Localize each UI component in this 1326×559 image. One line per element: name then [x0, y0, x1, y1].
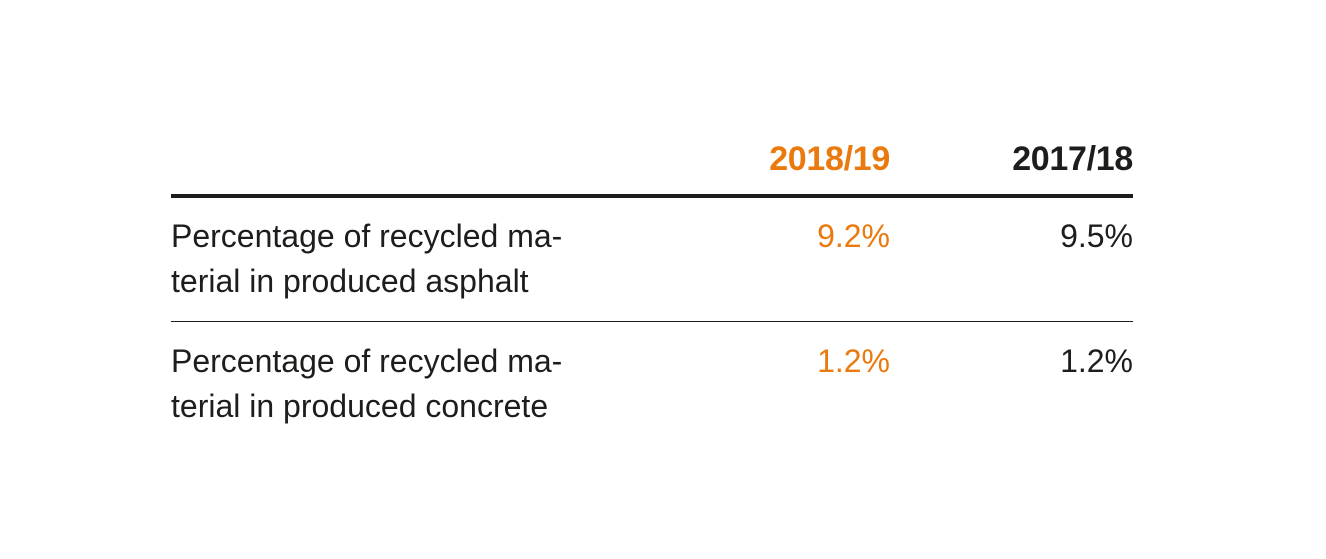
asphalt-value-2017-18: 9.5%: [1060, 218, 1133, 254]
recycled-material-table: 2018/19 2017/18 Percentage of recycled m…: [171, 0, 1133, 559]
asphalt-value-2018-19: 9.2%: [817, 218, 890, 254]
column-header-2018-19: 2018/19: [769, 140, 890, 178]
row-label-concrete: Percentage of recycled ma- terial in pro…: [171, 343, 563, 424]
column-header-2017-18: 2017/18: [1012, 140, 1133, 178]
header-divider: [171, 194, 1133, 198]
row-divider: [171, 321, 1133, 322]
concrete-value-2017-18: 1.2%: [1060, 343, 1133, 379]
row-label-asphalt: Percentage of recycled ma- terial in pro…: [171, 218, 563, 299]
concrete-value-2018-19: 1.2%: [817, 343, 890, 379]
